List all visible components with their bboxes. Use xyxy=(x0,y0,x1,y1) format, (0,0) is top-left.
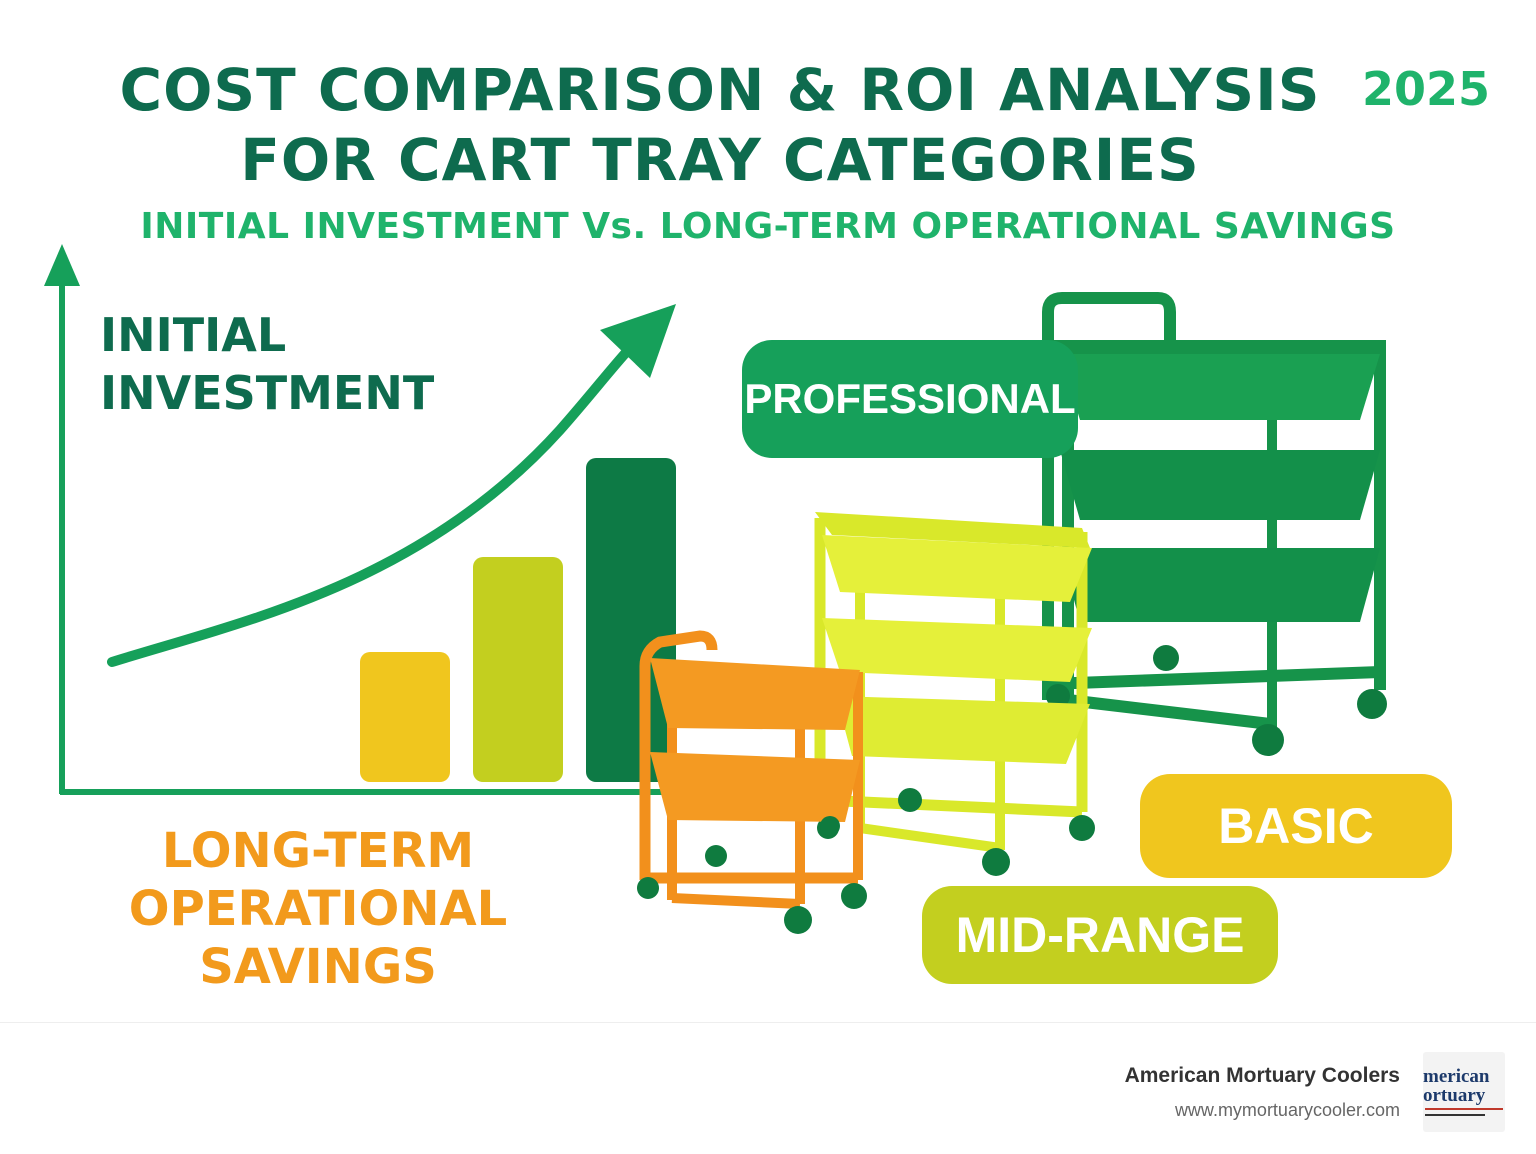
subtitle: INITIAL INVESTMENT Vs. LONG-TERM OPERATI… xyxy=(140,206,1396,247)
professional-label: PROFESSIONAL xyxy=(744,375,1076,422)
bar-basic xyxy=(360,652,450,782)
basic-label: BASIC xyxy=(1218,798,1374,854)
rising-arrow-icon xyxy=(107,304,676,667)
bar-mid-range xyxy=(473,557,563,782)
mid-range-cart-icon xyxy=(814,512,1095,876)
page-title: COST COMPARISON & ROI ANALYSIS FOR CART … xyxy=(0,55,1440,195)
logo-tagline-stripe xyxy=(1425,1114,1485,1116)
brand-name: American Mortuary Coolers xyxy=(1124,1064,1400,1087)
operational-savings-label: LONG-TERM OPERATIONAL SAVINGS xyxy=(18,822,618,996)
basic-cart-icon xyxy=(637,630,867,934)
logo-text-line-1: merican xyxy=(1423,1066,1490,1087)
brand-url-link[interactable]: www.mymortuarycooler.com xyxy=(1174,1100,1400,1120)
basic-pill: BASIC xyxy=(1140,774,1452,878)
footer-divider xyxy=(0,1022,1536,1023)
mid-range-label: MID-RANGE xyxy=(955,907,1245,963)
illustration xyxy=(44,244,1387,934)
operational-savings-line-2: OPERATIONAL SAVINGS xyxy=(128,881,508,995)
logo-stripe xyxy=(1425,1108,1503,1110)
operational-savings-line-1: LONG-TERM xyxy=(161,823,475,879)
mid-range-pill: MID-RANGE xyxy=(922,886,1278,984)
title-line-1: COST COMPARISON & ROI ANALYSIS xyxy=(119,56,1321,124)
initial-investment-line-2: INVESTMENT xyxy=(100,366,435,420)
logo-text-line-2: ortuary xyxy=(1423,1085,1486,1106)
chart-axes xyxy=(44,244,680,795)
title-line-2: FOR CART TRAY CATEGORIES xyxy=(240,126,1200,194)
professional-pill: PROFESSIONAL xyxy=(742,340,1078,458)
brand-logo[interactable]: merican ortuary xyxy=(1423,1052,1505,1132)
initial-investment-line-1: INITIAL xyxy=(100,308,287,362)
bar-professional xyxy=(586,458,676,782)
professional-cart-icon xyxy=(1042,292,1387,756)
year-label: 2025 xyxy=(1362,62,1491,116)
initial-investment-label: INITIAL INVESTMENT xyxy=(100,306,434,422)
